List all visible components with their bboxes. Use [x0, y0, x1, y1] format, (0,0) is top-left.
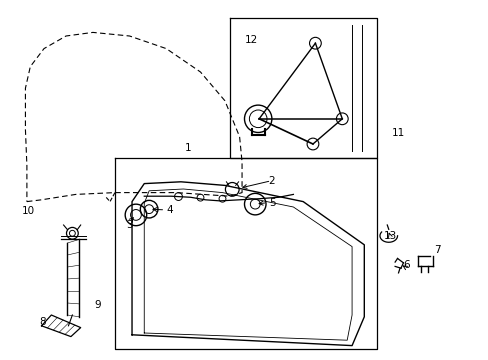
- Text: 8: 8: [40, 317, 46, 327]
- Text: 4: 4: [166, 205, 173, 215]
- Text: 1: 1: [184, 143, 191, 153]
- Text: 6: 6: [403, 260, 409, 270]
- Text: 9: 9: [94, 300, 101, 310]
- Text: 2: 2: [267, 176, 274, 186]
- Circle shape: [244, 105, 271, 132]
- Text: 11: 11: [391, 128, 405, 138]
- Text: 7: 7: [433, 245, 440, 255]
- Text: 3: 3: [126, 220, 133, 230]
- Text: 13: 13: [383, 231, 396, 241]
- Text: 10: 10: [22, 206, 35, 216]
- Text: 12: 12: [244, 35, 258, 45]
- Text: 5: 5: [269, 198, 276, 208]
